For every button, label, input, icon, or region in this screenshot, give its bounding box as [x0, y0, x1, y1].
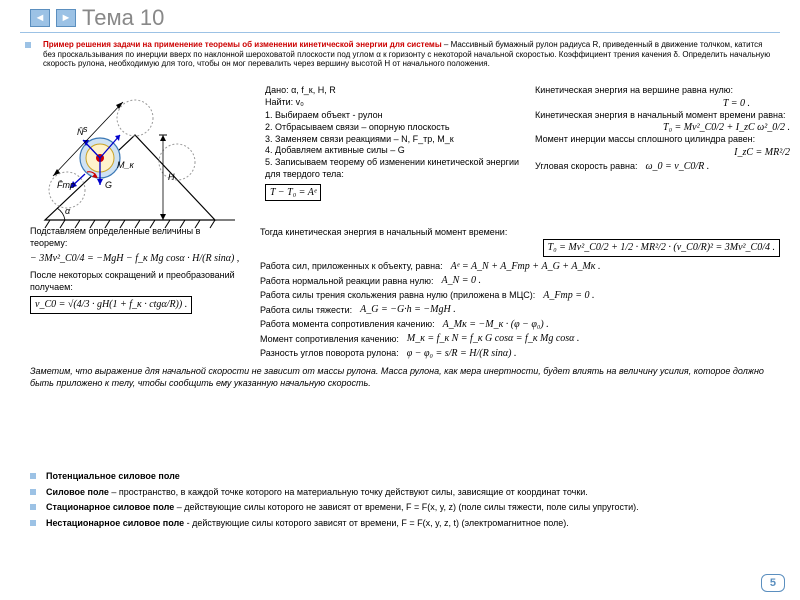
definitions-list: Потенциальное силовое поле Силовое поле … — [30, 468, 770, 532]
physics-diagram: H s α N̄ F̄тр G M_к — [35, 80, 255, 230]
bullet-icon — [30, 520, 36, 526]
svg-text:s: s — [83, 124, 88, 134]
svg-text:N̄: N̄ — [77, 127, 84, 137]
svg-text:F̄тр: F̄тр — [57, 180, 75, 190]
svg-text:α: α — [65, 206, 71, 216]
page-title: Тема 10 — [82, 5, 164, 31]
energy-column: Кинетическая энергия на вершине равна ну… — [535, 85, 790, 174]
bullet-icon — [30, 473, 36, 479]
page-number: 5 — [761, 574, 785, 592]
steps-column: Дано: α, f_к, H, R Найти: v₀ 1. Выбираем… — [265, 85, 530, 201]
svg-text:G: G — [105, 180, 112, 190]
problem-text: Пример решения задачи на применение теор… — [25, 40, 775, 69]
svg-text:H: H — [168, 172, 175, 182]
svg-text:M_к: M_к — [117, 160, 135, 170]
main-equation: T − T₀ = Aᵉ — [265, 184, 321, 201]
divider — [20, 32, 780, 33]
bullet-icon — [30, 489, 36, 495]
nav-prev-button[interactable]: ◄ — [30, 9, 50, 27]
nav-next-button[interactable]: ► — [56, 9, 76, 27]
bullet-icon — [30, 504, 36, 510]
calculations-section: Подставляем определенные величины в теор… — [30, 225, 780, 389]
